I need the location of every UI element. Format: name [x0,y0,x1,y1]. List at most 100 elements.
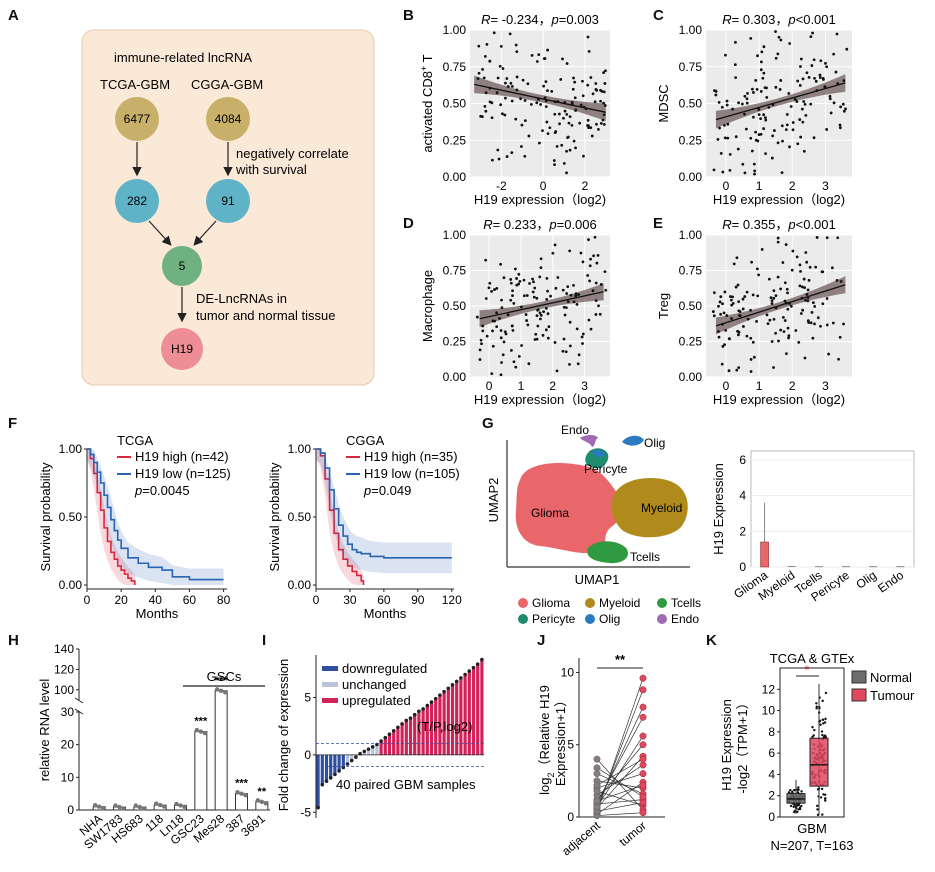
correlation-title: R= 0.233，p=0.006 [483,217,597,232]
data-point [553,341,557,344]
legend-dot-endo [657,614,667,624]
p-label: p [548,217,556,232]
data-point [778,88,782,91]
data-point [744,127,748,131]
data-point [499,373,503,377]
legend-endo: Endo [671,612,699,626]
data-point [581,342,584,345]
data-point [586,118,590,122]
data-point [772,129,776,132]
jitter-point [822,722,825,725]
data-point [777,35,781,39]
x-category-label: GBM [797,821,827,836]
data-point [830,266,834,270]
fold-change-point [349,758,354,763]
regression-line [479,291,604,320]
data-point [842,109,846,113]
p-value: =0.049 [371,483,411,498]
data-point [803,356,807,360]
fold-change-bar [467,671,471,755]
data-point [500,306,504,310]
data-point [537,53,541,57]
data-point [842,79,846,82]
box-title: TCGA & GTEx [770,651,855,666]
data-point [490,116,494,120]
x-tick-label: 40 [149,593,163,607]
legend-dot-myeloid [585,598,595,608]
y-axis-label-line1: log2（Relative H19 [537,685,556,795]
jitter-point [820,730,824,733]
data-point [838,126,842,130]
data-point [539,313,543,317]
panel-label-i: I [262,632,266,649]
data-point [528,282,531,285]
y-tick-label: 0.50 [679,299,703,313]
fold-change-bar [392,730,396,755]
data-point [572,139,576,143]
data-point [768,318,772,322]
data-point [728,337,731,341]
data-point [594,299,598,303]
data-point [841,102,845,106]
data-point [515,277,518,280]
km-confidence-band [87,449,224,585]
data-point [574,292,578,296]
data-point [789,304,793,308]
correlation-title: R= 0.303，p<0.001 [722,12,836,27]
data-point [727,369,731,373]
data-point [787,92,791,95]
data-point [565,62,569,65]
tumor-point [639,755,647,763]
data-point [539,103,542,106]
data-point [819,324,822,328]
fold-change-point [379,739,383,743]
data-point [544,105,548,109]
data-point [567,121,571,125]
fold-change-bar [337,754,341,771]
data-point [538,311,542,315]
legend-high-label: H19 high (n=42) [135,449,229,464]
data-point [575,302,579,306]
r-label: R [481,12,490,27]
adjacent-point [593,764,601,772]
data-point [755,319,758,323]
data-point [764,118,768,122]
y-tick-label: 1.00 [443,228,467,242]
data-point [774,331,778,335]
data-point [770,340,774,343]
data-point [755,88,759,91]
data-point [491,158,494,162]
data-point [558,122,561,126]
data-point [767,105,771,109]
data-point [546,48,550,52]
node-6477-label: 6477 [124,112,151,126]
p-label: p [787,12,795,27]
jitter-point [821,699,824,703]
replicate-point [113,803,118,808]
data-point [800,107,804,111]
data-point [823,85,827,89]
umap-xlabel: UMAP1 [575,572,620,587]
y-tick-label: 30 [61,705,75,719]
legend-upregulated: upregulated [342,693,411,708]
data-point [731,295,735,299]
node-4084-label: 4084 [215,112,242,126]
jitter-point [824,717,827,721]
panel-g-umap: UMAP2 UMAP1 Glioma Myeloid Tcells Pericy… [486,423,701,626]
data-point [510,349,513,352]
jitter-point [797,788,800,791]
data-point [761,76,765,80]
replicate-point [161,804,167,809]
umap-label-olig: Olig [644,436,665,450]
data-point [834,70,838,74]
replicate-point [214,687,220,692]
y-axis-label-line2: -log2（TPM+1） [735,696,750,793]
data-point [712,168,716,172]
data-point [842,322,845,326]
fold-change-bar [375,744,379,755]
replicate-point [222,690,228,695]
data-point [545,298,549,301]
jitter-point [821,733,824,737]
data-point [736,147,740,151]
